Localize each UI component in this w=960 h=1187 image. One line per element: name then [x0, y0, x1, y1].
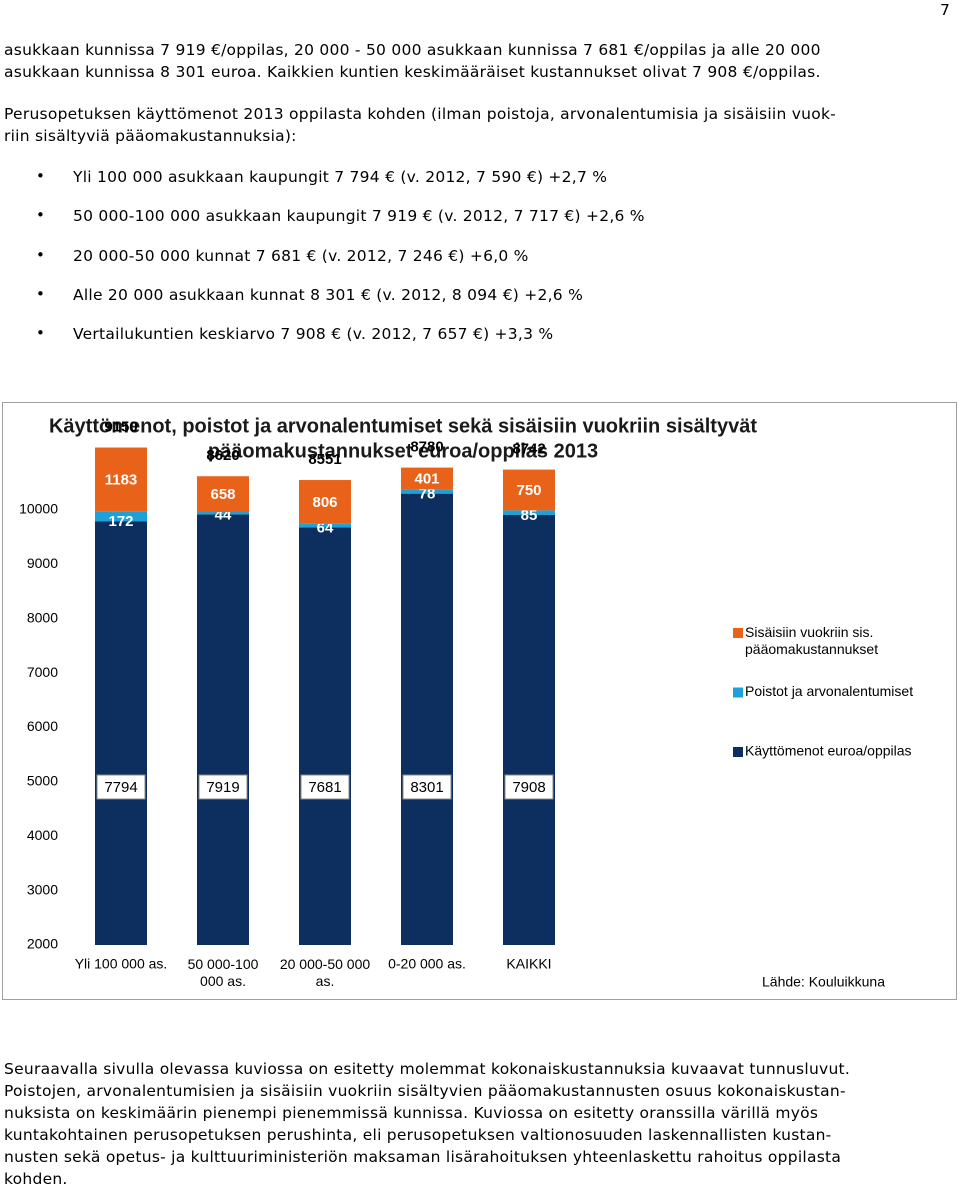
bar-segment — [503, 515, 555, 945]
bar-segment — [299, 480, 351, 524]
x-tick-label: Yli 100 000 as. — [75, 956, 168, 972]
paragraph-line: asukkaan kunnissa 7 919 €/oppilas, 20 00… — [4, 41, 821, 59]
bullet: • — [36, 284, 45, 303]
data-label: 1183 — [105, 472, 138, 489]
total-label: 8620 — [206, 447, 239, 464]
total-label: 8780 — [410, 439, 443, 456]
x-tick-label: KAIKKI — [506, 956, 551, 972]
paragraph-line: kohden. — [4, 1170, 68, 1187]
bullet-text: 20 000-50 000 kunnat 7 681 € (v. 2012, 7… — [73, 246, 529, 265]
paragraph-line: nuksista on keskimäärin pienempi pienemm… — [4, 1104, 819, 1122]
bar-segment — [401, 493, 453, 945]
data-label: 8301 — [410, 779, 443, 796]
data-label-box — [300, 774, 350, 800]
data-label-box — [504, 774, 554, 800]
bullet-text: Alle 20 000 asukkaan kunnat 8 301 € (v. … — [73, 285, 584, 304]
data-label: 7908 — [512, 779, 545, 796]
data-label: 7794 — [104, 779, 137, 796]
paragraph-line: riin sisältyviä pääomakustannuksia): — [4, 127, 297, 145]
bullet: • — [36, 167, 45, 185]
data-label: 401 — [414, 470, 439, 487]
total-label: 9150 — [104, 418, 137, 435]
total-label: 8551 — [308, 451, 341, 468]
x-tick-label: 50 000-100 000 as. — [188, 956, 259, 989]
bar-segment — [95, 447, 147, 512]
bullet: • — [36, 245, 45, 264]
bar-segment — [401, 467, 453, 490]
bar-segment — [197, 476, 249, 513]
x-tick-label: 0-20 000 as. — [388, 956, 466, 972]
data-label-box — [96, 774, 146, 800]
paragraph-line: kuntakohtainen perusopetuksen perushinta… — [4, 1126, 832, 1144]
paragraph-line: nusten sekä opetus- ja kulttuuriminister… — [4, 1148, 842, 1166]
bullet: • — [36, 324, 45, 343]
data-label: 750 — [516, 482, 541, 499]
data-label: 172 — [108, 513, 133, 530]
y-tick-label: 2000 — [27, 936, 58, 952]
data-label: 658 — [210, 486, 235, 503]
data-label: 7681 — [308, 779, 341, 796]
data-label-box — [402, 774, 452, 800]
legend-label: Sisäisiin vuokriin sis. pääomakustannukse… — [745, 624, 878, 657]
bar-segment — [299, 527, 351, 945]
data-label: 85 — [521, 507, 538, 524]
legend-swatch — [733, 628, 743, 638]
bullet-text: 50 000-100 000 asukkaan kaupungit 7 919 … — [73, 207, 645, 226]
bar-segment — [197, 512, 249, 515]
legend-swatch — [733, 687, 743, 698]
paragraph-line: Poistojen, arvonalentumisien ja sisäisii… — [4, 1082, 846, 1100]
bar-segment — [197, 514, 249, 945]
bar-segment — [503, 469, 555, 511]
y-tick-label: 3000 — [27, 881, 58, 897]
data-label: 806 — [312, 494, 337, 511]
chart-title: pääomakustannukset euroa/oppilas 2013 — [208, 440, 598, 462]
bar-segment — [503, 510, 555, 516]
y-tick-label: 10000 — [19, 501, 58, 517]
paragraph-line: Seuraavalla sivulla olevassa kuviossa on… — [4, 1060, 851, 1078]
x-tick-label: 20 000-50 000 as. — [280, 956, 371, 989]
chart-title: Käyttömenot, poistot ja arvonalentumiset… — [49, 415, 757, 437]
bullet-text: Vertailukuntien keskiarvo 7 908 € (v. 20… — [73, 325, 554, 344]
legend-label: Käyttömenot euroa/oppilas — [745, 743, 912, 759]
y-tick-label: 7000 — [27, 664, 58, 680]
y-tick-label: 4000 — [27, 827, 58, 843]
bar-segment — [95, 521, 147, 945]
paragraph-line: asukkaan kunnissa 8 301 euroa. Kaikkien … — [4, 63, 821, 81]
y-tick-label: 6000 — [27, 718, 58, 734]
data-label: 78 — [419, 486, 436, 503]
legend-label: Poistot ja arvonalentumiset — [745, 683, 913, 699]
bar-segment — [401, 489, 453, 494]
bullet: • — [36, 206, 45, 225]
data-label-box — [198, 774, 248, 800]
chart-frame — [2, 402, 957, 1000]
y-tick-label: 9000 — [27, 555, 58, 571]
total-label: 8742 — [512, 441, 545, 458]
paragraph-line: Perusopetuksen käyttömenot 2013 oppilast… — [4, 105, 837, 123]
page-number: 7 — [940, 1, 951, 19]
bar-segment — [95, 511, 147, 522]
bar-segment — [299, 523, 351, 528]
y-tick-label: 8000 — [27, 609, 58, 625]
legend-swatch — [733, 747, 743, 757]
y-tick-label: 5000 — [27, 773, 58, 789]
source: Lähde: Kouluikkuna — [762, 974, 885, 990]
data-label: 7919 — [206, 779, 239, 796]
bullet-text: Yli 100 000 asukkaan kaupungit 7 794 € (… — [73, 168, 608, 186]
